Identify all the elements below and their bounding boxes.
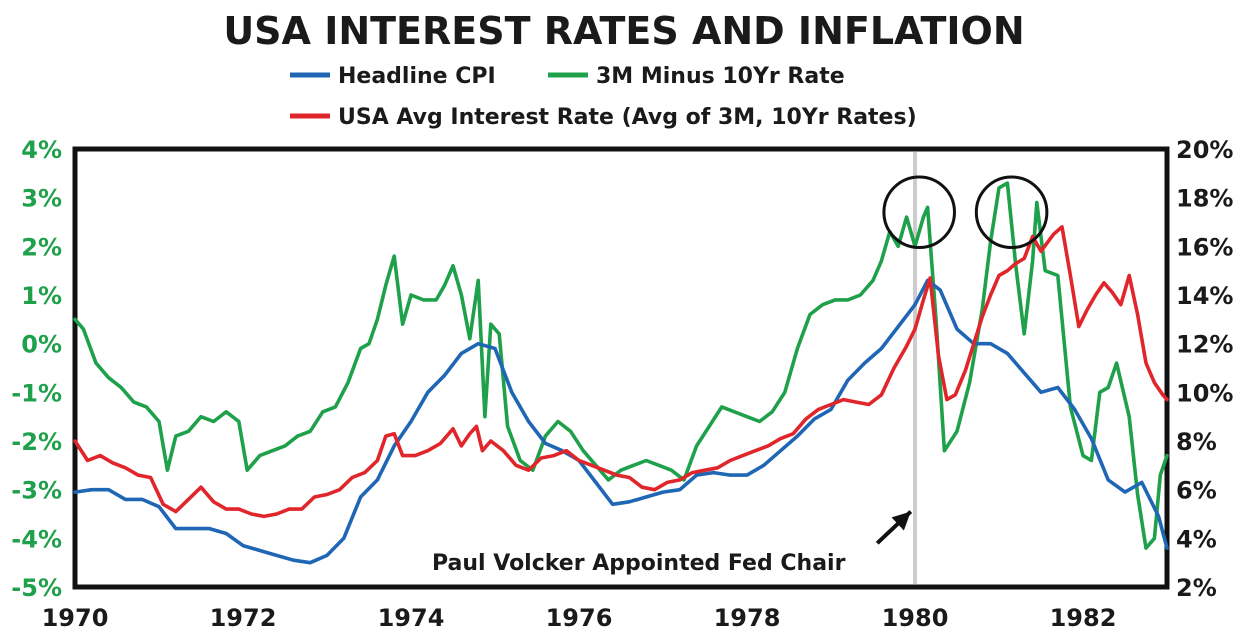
y-right-tick-label: 20% xyxy=(1176,136,1233,164)
legend-label-avg: USA Avg Interest Rate (Avg of 3M, 10Yr R… xyxy=(338,105,917,130)
x-tick-label: 1976 xyxy=(546,604,613,632)
series-headline-cpi-line xyxy=(73,278,1169,565)
x-tick-label: 1972 xyxy=(210,604,277,632)
annotation-arrow-head xyxy=(891,511,911,531)
highlight-circle-2 xyxy=(974,175,1049,250)
y-right-tick-label: 16% xyxy=(1176,233,1233,261)
series-layer xyxy=(73,181,1169,565)
y-left-tick-label: -1% xyxy=(11,379,62,407)
y-left-tick-label: 2% xyxy=(21,233,62,261)
y-right-tick-label: 12% xyxy=(1176,331,1233,359)
x-tick-label: 1982 xyxy=(1050,604,1117,632)
y-right-tick-label: 14% xyxy=(1176,282,1233,310)
y-right-tick-label: 8% xyxy=(1176,428,1217,456)
y-left-tick-label: -5% xyxy=(11,574,62,602)
plot-frame xyxy=(72,146,1170,590)
y-right-tick-label: 18% xyxy=(1176,185,1233,213)
x-tick-label: 1980 xyxy=(882,604,949,632)
x-tick-label: 1978 xyxy=(714,604,781,632)
legend-label-cpi: Headline CPI xyxy=(338,64,496,89)
circle-layer xyxy=(882,175,1049,250)
y-left-tick-label: 1% xyxy=(21,282,62,310)
series-3m-minus-10yr-line xyxy=(73,181,1169,550)
x-axis: 1970 1972 1974 1976 1978 1980 1982 xyxy=(42,604,1117,632)
chart-title: USA INTEREST RATES AND INFLATION xyxy=(223,9,1024,53)
annotation-layer: Paul Volcker Appointed Fed Chair xyxy=(432,510,913,576)
y-axis-right: 20% 18% 16% 14% 12% 10% 8% 6% 4% 2% xyxy=(1176,136,1233,602)
y-right-tick-label: 6% xyxy=(1176,477,1217,505)
y-left-tick-label: -4% xyxy=(11,525,62,553)
y-right-tick-label: 10% xyxy=(1176,379,1233,407)
y-right-tick-label: 4% xyxy=(1176,525,1217,553)
highlight-circle-1 xyxy=(882,175,956,250)
x-tick-label: 1970 xyxy=(42,604,109,632)
y-axis-left: 4% 3% 2% 1% 0% -1% -2% -3% -4% -5% xyxy=(11,136,62,602)
x-tick-label: 1974 xyxy=(378,604,445,632)
y-left-tick-label: 4% xyxy=(21,136,62,164)
y-left-tick-label: -2% xyxy=(11,428,62,456)
y-left-tick-label: 3% xyxy=(21,185,62,213)
legend: Headline CPI 3M Minus 10Yr Rate USA Avg … xyxy=(290,64,917,130)
y-right-tick-label: 2% xyxy=(1176,574,1217,602)
y-left-tick-label: 0% xyxy=(21,331,62,359)
y-left-tick-label: -3% xyxy=(11,477,62,505)
annotation-volcker-text: Paul Volcker Appointed Fed Chair xyxy=(432,551,846,576)
series-avg-interest-rate-line xyxy=(73,225,1169,519)
legend-label-spread: 3M Minus 10Yr Rate xyxy=(596,64,845,89)
